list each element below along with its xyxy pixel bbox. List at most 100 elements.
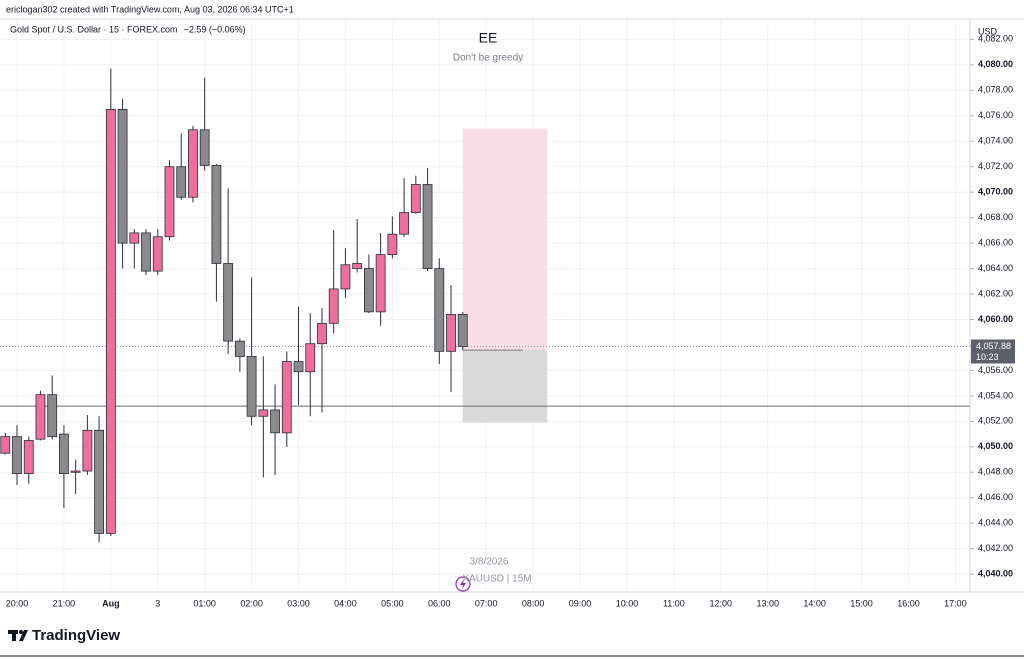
x-tick-label: 07:00 xyxy=(475,598,498,608)
candle-body xyxy=(164,166,175,238)
x-tick-label: 09:00 xyxy=(569,598,592,608)
x-tick-label: 10:00 xyxy=(616,598,639,608)
currency: USD xyxy=(978,26,998,36)
candle-body xyxy=(387,233,398,255)
x-tick-label: 11:00 xyxy=(663,598,685,608)
x-tick-label: 08:00 xyxy=(522,598,545,608)
candle-body xyxy=(328,288,339,324)
brand-logo xyxy=(8,630,28,641)
x-tick-label: 13:00 xyxy=(756,598,779,608)
last-price-box xyxy=(971,339,1015,364)
candle-body xyxy=(422,184,433,269)
symbol: Gold Spot / U.S. Dollar · 15 · FOREX.com xyxy=(10,24,178,34)
x-tick-label: 14:00 xyxy=(803,598,826,608)
x-tick-label: 21:00 xyxy=(53,598,76,608)
header: ericlogan302 created with TradingView.co… xyxy=(6,4,294,14)
y-tick-label: 4,040.00 xyxy=(978,569,1013,579)
candle-body xyxy=(293,361,304,373)
candle-body xyxy=(176,166,187,198)
y-tick-label: 4,076.00 xyxy=(978,110,1013,120)
y-tick-label: 4,056.00 xyxy=(978,365,1013,375)
candle-body xyxy=(105,109,116,534)
candle-body xyxy=(258,409,269,417)
y-tick-label: 4,042.00 xyxy=(978,543,1013,553)
candle-body xyxy=(340,264,351,290)
watermark-symbol: XAUUSD | 15M xyxy=(462,574,531,585)
y-tick-label: 4,070.00 xyxy=(978,187,1013,197)
candle-body xyxy=(82,429,93,472)
x-tick-label: 3 xyxy=(155,598,160,608)
target-zone xyxy=(462,128,548,351)
candle-body xyxy=(129,232,140,244)
x-tick-label: 15:00 xyxy=(850,598,873,608)
y-tick-label: 4,080.00 xyxy=(978,59,1013,69)
x-tick-label: 17:00 xyxy=(944,598,967,608)
candle-body xyxy=(399,212,409,235)
stop-zone xyxy=(462,350,548,423)
candle-body xyxy=(352,263,363,269)
y-tick-label: 4,072.00 xyxy=(978,161,1013,171)
y-tick-label: 4,062.00 xyxy=(978,288,1013,298)
candle-body xyxy=(363,268,374,313)
x-tick-label: 05:00 xyxy=(381,598,404,608)
x-tick-label: 03:00 xyxy=(287,598,310,608)
y-tick-label: 4,048.00 xyxy=(978,467,1013,477)
candle-body xyxy=(410,184,421,213)
candle-body xyxy=(305,343,316,373)
x-tick-label: 01:00 xyxy=(193,598,216,608)
candle-body xyxy=(281,361,292,434)
y-tick-label: 4,078.00 xyxy=(978,85,1013,95)
chart-subtitle: Don't be greedy xyxy=(453,53,523,64)
x-tick-label: Aug xyxy=(102,598,120,608)
icon-bolt xyxy=(460,579,466,589)
candle-body xyxy=(141,232,151,272)
last-price-label: 4,057.88 xyxy=(976,341,1011,351)
watermark-date: 3/8/2026 xyxy=(470,557,509,568)
x-tick-label: 04:00 xyxy=(334,598,357,608)
candle-body xyxy=(59,433,69,474)
x-tick-label: 16:00 xyxy=(897,598,920,608)
candle-body xyxy=(0,436,11,454)
y-tick-label: 4,060.00 xyxy=(978,314,1013,324)
candle-body xyxy=(152,236,163,272)
x-tick-label: 12:00 xyxy=(710,598,733,608)
brand: TradingView xyxy=(32,627,120,644)
candle-body xyxy=(199,129,210,166)
y-tick-label: 4,068.00 xyxy=(978,212,1013,222)
candle-body xyxy=(70,470,81,473)
candle-body xyxy=(234,340,245,357)
x-tick-label: 20:00 xyxy=(6,598,29,608)
y-tick-label: 4,044.00 xyxy=(978,518,1013,528)
y-tick-label: 4,054.00 xyxy=(978,390,1013,400)
x-tick-label: 06:00 xyxy=(428,598,451,608)
candle-body xyxy=(317,322,327,345)
candle-body xyxy=(35,394,46,440)
candle-body xyxy=(246,356,257,417)
candle-body xyxy=(12,436,22,474)
change: −2.59 (−0.06%) xyxy=(184,24,246,34)
y-tick-label: 4,046.00 xyxy=(978,492,1013,502)
candle-body xyxy=(375,254,386,313)
icon xyxy=(455,576,471,592)
y-tick-label: 4,064.00 xyxy=(978,263,1013,273)
candle-body xyxy=(211,165,222,264)
y-tick-label: 4,066.00 xyxy=(978,237,1013,247)
candle-body xyxy=(223,263,234,342)
plot xyxy=(0,68,970,543)
candle-body xyxy=(457,314,468,347)
candle-body xyxy=(94,429,105,534)
countdown: 10:23 xyxy=(976,352,999,362)
candle-body xyxy=(23,440,34,474)
candle-body xyxy=(446,314,456,352)
candle-body xyxy=(434,268,445,352)
y-tick-label: 4,082.00 xyxy=(978,34,1013,44)
candle-body xyxy=(117,109,128,244)
candle-body xyxy=(270,409,280,434)
y-tick-label: 4,074.00 xyxy=(978,136,1013,146)
y-tick-label: 4,052.00 xyxy=(978,416,1013,426)
y-tick-label: 4,050.00 xyxy=(978,441,1013,451)
candle-body xyxy=(188,129,198,198)
chart-title: EE xyxy=(479,30,498,46)
candle-body xyxy=(47,394,58,438)
